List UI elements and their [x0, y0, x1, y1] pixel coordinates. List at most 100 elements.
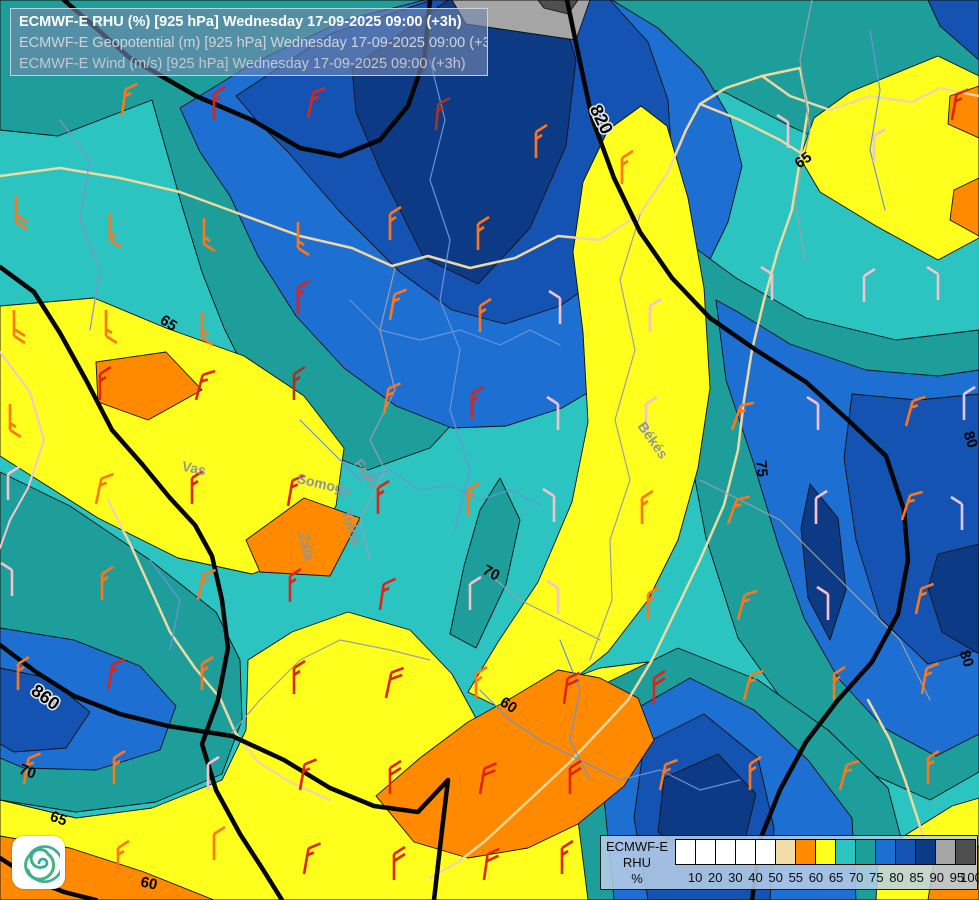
- wind-barb: [962, 385, 976, 420]
- river: [299, 419, 541, 506]
- rhu-region-yellow: [799, 55, 979, 261]
- wind-barb: [388, 759, 402, 794]
- legend-swatch-cyan: [835, 839, 856, 865]
- wind-barb: [378, 577, 397, 611]
- rhu-region-dblue: [927, 0, 979, 61]
- river: [59, 119, 101, 331]
- legend-swatch-gray: [935, 839, 956, 865]
- legend-tick-30: 30: [728, 870, 743, 885]
- legend-parameter: RHU: [622, 854, 652, 870]
- country-border: [760, 74, 979, 112]
- wind-barb: [560, 839, 574, 874]
- river: [479, 689, 741, 791]
- wind-barb: [14, 196, 28, 231]
- wind-barb: [202, 218, 216, 253]
- wind-barb: [434, 96, 451, 131]
- legend-tick-80: 80: [889, 870, 904, 885]
- legend-ticks: 10 20 30 40 50 55 60 65 70 75 80 85 90 95 100: [675, 868, 979, 886]
- contour-label: 65: [48, 808, 69, 830]
- legend-tick-40: 40: [748, 870, 763, 885]
- wind-barb: [926, 749, 940, 784]
- river: [869, 29, 886, 211]
- contour-label: 60: [497, 694, 520, 717]
- contour-label: 65: [792, 149, 815, 173]
- county-label: Vas: [181, 458, 208, 479]
- wind-barb: [478, 762, 498, 795]
- river: [559, 639, 591, 781]
- legend-swatch-white: [695, 839, 716, 865]
- rhu-region-teal: [449, 477, 521, 649]
- legend-tick-95: 95: [949, 870, 965, 885]
- river: [349, 299, 561, 346]
- rhu-region-navy: [800, 483, 847, 641]
- wind-barb: [120, 82, 139, 116]
- title-line-wind: ECMWF-E Wind (m/s) [925 hPa] Wednesday 1…: [19, 56, 466, 72]
- title-line-geopotential: ECMWF-E Geopotential (m) [925 hPa] Wedne…: [19, 35, 488, 51]
- wind-barb: [388, 288, 408, 321]
- wind-barb: [98, 365, 112, 400]
- rhu-region-navy: [927, 543, 979, 655]
- river: [149, 559, 181, 651]
- wind-barb: [116, 839, 130, 874]
- wind-barb: [286, 474, 306, 507]
- wind-barb: [306, 86, 327, 119]
- wind-barb: [292, 659, 306, 694]
- wind-barb: [212, 85, 226, 120]
- legend-tick-50: 50: [768, 870, 783, 885]
- legend-tick-70: 70: [848, 870, 864, 885]
- wind-barb: [648, 297, 662, 332]
- wind-barb: [640, 489, 654, 524]
- wind-barb: [816, 585, 830, 620]
- rhu-region-orange: [95, 351, 203, 421]
- contour-label: 75: [752, 460, 770, 478]
- wind-barb: [872, 127, 886, 162]
- wind-barb: [382, 382, 402, 415]
- rhu-region-orange: [949, 177, 979, 237]
- country-border: [698, 102, 814, 162]
- wind-barb: [190, 469, 204, 504]
- weather-site-logo: [12, 836, 65, 889]
- wind-barb: [476, 215, 490, 250]
- legend-swatch-dgray: [955, 839, 976, 865]
- wind-barb: [730, 401, 754, 431]
- wind-barb: [658, 758, 679, 791]
- wind-barb: [108, 214, 122, 249]
- legend-unit: %: [631, 870, 643, 886]
- wind-barb: [288, 567, 302, 602]
- wind-barb: [292, 365, 306, 400]
- wind-barb: [474, 665, 488, 700]
- legend-swatch-cream: [775, 839, 796, 865]
- geopotential-contour: [61, 0, 433, 159]
- wind-barb: [0, 561, 14, 596]
- spiral-logo-icon: [23, 844, 60, 883]
- legend-model: ECMWF-E: [605, 838, 669, 854]
- wind-barb: [200, 655, 214, 690]
- legend-tick-100: 100: [960, 870, 979, 885]
- wind-barb: [194, 369, 216, 401]
- wind-barb: [296, 222, 310, 257]
- county-border: [589, 214, 641, 661]
- county-border: [794, 0, 813, 261]
- wind-barb: [392, 845, 406, 880]
- wind-barb: [12, 310, 26, 345]
- wind-barb: [468, 575, 482, 610]
- wind-barb: [302, 842, 322, 875]
- wind-barb: [22, 752, 42, 785]
- legend-tick-75: 75: [869, 870, 884, 885]
- contour-label: 60: [139, 874, 159, 894]
- wind-barb: [646, 585, 660, 620]
- wind-barb: [736, 589, 758, 621]
- legend-swatch-white: [755, 839, 776, 865]
- wind-barb: [466, 481, 480, 516]
- legend-swatch-white: [675, 839, 696, 865]
- wind-barb: [838, 759, 860, 791]
- legend-tick-90: 90: [929, 870, 944, 885]
- wind-barb: [546, 579, 560, 614]
- geopotential-contour-860: [0, 642, 451, 900]
- wind-barb: [920, 662, 940, 695]
- county-border: [229, 639, 431, 736]
- wind-barb: [568, 759, 582, 794]
- wind-barb: [760, 265, 774, 300]
